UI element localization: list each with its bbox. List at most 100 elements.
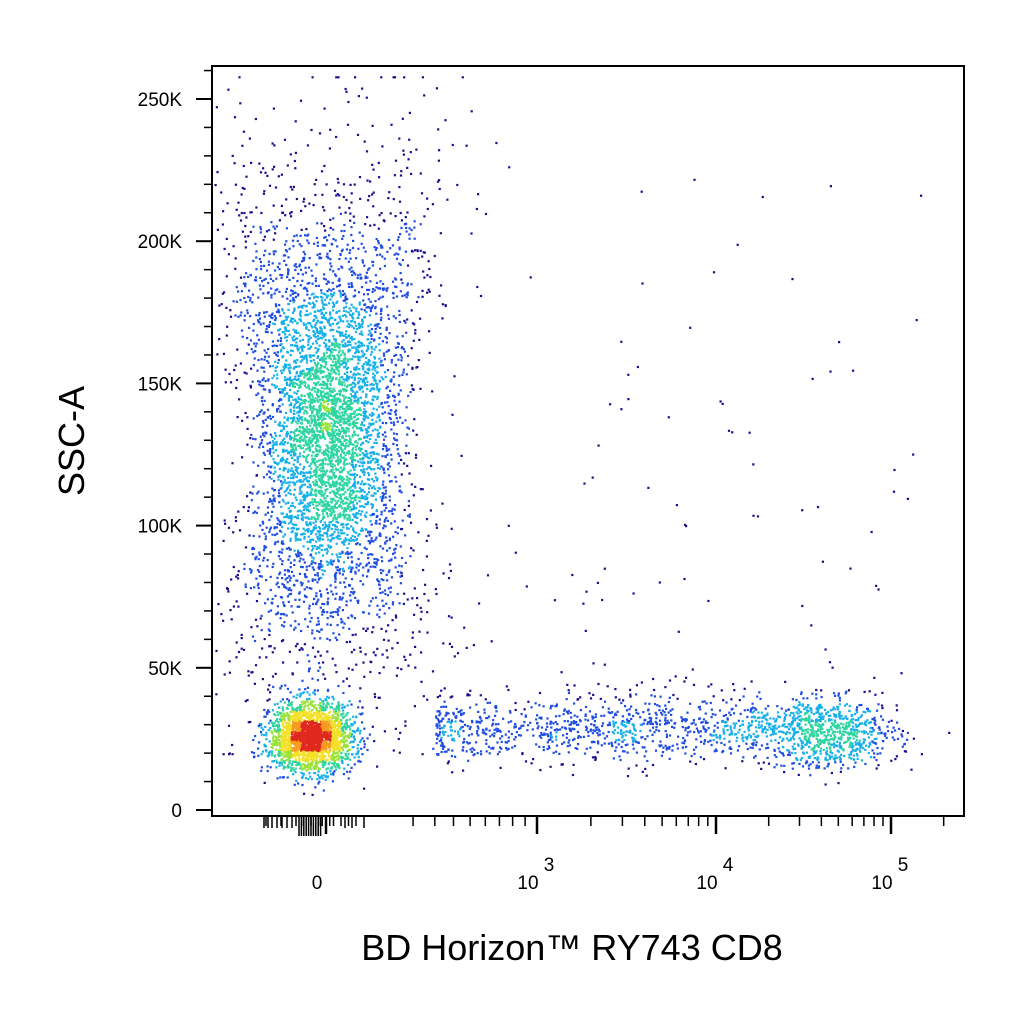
- data-point: [274, 369, 277, 373]
- data-point: [234, 364, 237, 367]
- data-point: [264, 535, 267, 538]
- data-point: [372, 395, 375, 398]
- data-point: [320, 394, 323, 398]
- data-point: [316, 398, 319, 402]
- data-point: [318, 463, 321, 467]
- data-point: [271, 403, 274, 406]
- data-point: [316, 350, 319, 353]
- data-point: [323, 325, 326, 328]
- data-point: [369, 341, 372, 344]
- data-point: [349, 397, 352, 400]
- data-point: [333, 573, 337, 576]
- data-point: [357, 291, 361, 294]
- data-point: [329, 313, 332, 316]
- data-point: [307, 446, 310, 449]
- data-point: [293, 319, 297, 322]
- data-point: [331, 317, 334, 320]
- data-point: [405, 406, 408, 409]
- data-point: [291, 477, 294, 480]
- data-point: [355, 257, 358, 260]
- data-point: [246, 443, 249, 446]
- data-point: [235, 208, 238, 211]
- data-point: [382, 496, 385, 499]
- data-point: [297, 347, 300, 350]
- data-point: [305, 419, 308, 422]
- data-point: [305, 355, 308, 358]
- data-point: [316, 574, 319, 577]
- data-point: [419, 172, 422, 175]
- data-point: [331, 436, 335, 439]
- data-point: [411, 631, 414, 634]
- data-point: [318, 435, 322, 438]
- data-point: [381, 455, 384, 458]
- data-point: [230, 578, 233, 581]
- data-point: [359, 483, 362, 486]
- data-point: [257, 392, 260, 395]
- data-point: [320, 595, 323, 598]
- data-point: [319, 295, 323, 298]
- data-point: [414, 666, 417, 669]
- data-point: [338, 346, 341, 349]
- data-point: [270, 331, 273, 334]
- data-point: [316, 241, 319, 244]
- data-point: [267, 688, 270, 691]
- data-point: [385, 422, 388, 425]
- data-point: [383, 264, 386, 268]
- data-point: [264, 355, 267, 358]
- data-point: [386, 385, 389, 388]
- data-point: [306, 516, 309, 519]
- data-point: [378, 336, 381, 340]
- data-point: [287, 416, 290, 419]
- data-point: [253, 357, 256, 360]
- data-point: [351, 426, 354, 429]
- data-point: [383, 524, 386, 527]
- data-point: [422, 251, 425, 254]
- data-point: [324, 363, 327, 366]
- data-point: [362, 483, 365, 486]
- data-point: [311, 410, 314, 413]
- data-point: [354, 399, 357, 402]
- data-point: [399, 389, 402, 392]
- data-point: [330, 413, 333, 416]
- data-point: [318, 407, 321, 410]
- data-point: [294, 598, 297, 601]
- data-point: [238, 529, 242, 532]
- data-point: [387, 462, 390, 465]
- data-point: [289, 299, 292, 302]
- data-point: [323, 107, 326, 110]
- data-point: [356, 417, 360, 420]
- data-point: [349, 313, 352, 316]
- data-point: [378, 287, 381, 290]
- data-point: [325, 560, 328, 563]
- data-point: [252, 417, 255, 420]
- data-point: [337, 609, 340, 612]
- data-point: [327, 281, 331, 284]
- data-point: [408, 138, 411, 141]
- data-point: [374, 538, 377, 541]
- data-point: [283, 573, 286, 576]
- data-point: [375, 561, 378, 564]
- data-point: [302, 505, 305, 509]
- data-point: [335, 285, 339, 288]
- data-point: [376, 579, 380, 582]
- data-point: [310, 345, 313, 348]
- data-point: [368, 413, 371, 416]
- data-point: [379, 280, 382, 283]
- data-point: [306, 540, 309, 543]
- data-point: [271, 317, 274, 320]
- data-point: [284, 328, 287, 331]
- data-point: [360, 494, 364, 497]
- data-point: [370, 487, 374, 490]
- data-point: [427, 534, 430, 537]
- data-point: [311, 503, 314, 506]
- data-point: [326, 488, 329, 491]
- data-point: [372, 205, 375, 208]
- data-point: [294, 337, 298, 340]
- data-point: [355, 348, 358, 351]
- data-point: [271, 364, 274, 368]
- data-point: [365, 377, 368, 380]
- data-point: [372, 413, 375, 416]
- data-point: [352, 527, 355, 530]
- data-point: [257, 380, 260, 383]
- data-point: [368, 288, 371, 291]
